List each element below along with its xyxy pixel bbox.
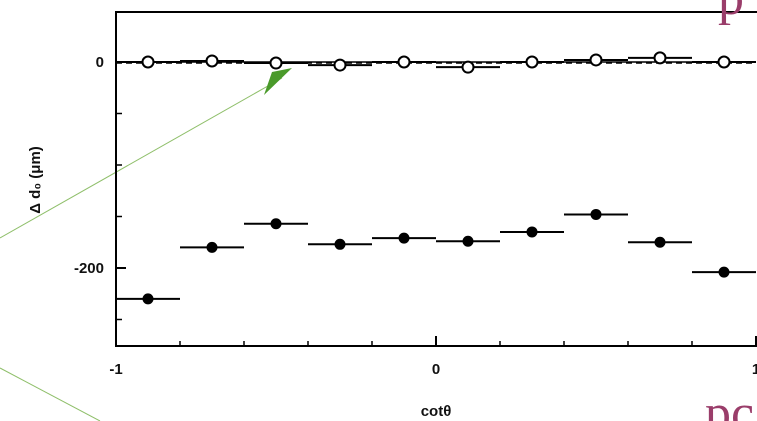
data-point-open bbox=[653, 51, 667, 65]
data-point-open bbox=[717, 55, 731, 69]
data-point-open bbox=[333, 58, 347, 72]
data-point-filled bbox=[590, 208, 602, 220]
x-axis-label: cotθ bbox=[421, 403, 452, 420]
y-tick-label: 0 bbox=[96, 54, 104, 71]
x-tick-label: 0 bbox=[432, 361, 440, 378]
axis-ticks: -1 0 1 0 -200 bbox=[74, 54, 757, 378]
data-point-open bbox=[269, 56, 283, 70]
data-point-open bbox=[589, 53, 603, 67]
data-point-filled bbox=[270, 218, 282, 230]
annotation-pointer bbox=[0, 68, 292, 421]
data-point-filled bbox=[526, 226, 538, 238]
y-axis-label: Δ d₀ (μm) bbox=[27, 146, 44, 214]
data-marks bbox=[116, 51, 756, 305]
decor-text-bottom-right: pc bbox=[705, 385, 754, 421]
pointer-line-lower bbox=[0, 367, 101, 421]
pointer-line-upper bbox=[0, 77, 283, 239]
y-tick-label: -200 bbox=[74, 260, 104, 277]
x-tick-label: 1 bbox=[752, 361, 757, 378]
plot-frame bbox=[115, 11, 757, 347]
data-point-open bbox=[461, 60, 475, 74]
x-tick-label: -1 bbox=[109, 361, 122, 378]
data-point-open bbox=[141, 55, 155, 69]
data-point-filled bbox=[334, 238, 346, 250]
data-point-open bbox=[205, 54, 219, 68]
arrow-icon bbox=[264, 68, 292, 95]
data-point-filled bbox=[462, 235, 474, 247]
data-point-filled bbox=[398, 232, 410, 244]
decor-text-top-right: p bbox=[718, 0, 744, 26]
data-point-open bbox=[397, 55, 411, 69]
data-point-open bbox=[525, 55, 539, 69]
data-point-filled bbox=[142, 293, 154, 305]
data-point-filled bbox=[654, 236, 666, 248]
data-point-filled bbox=[206, 241, 218, 253]
data-point-filled bbox=[718, 266, 730, 278]
